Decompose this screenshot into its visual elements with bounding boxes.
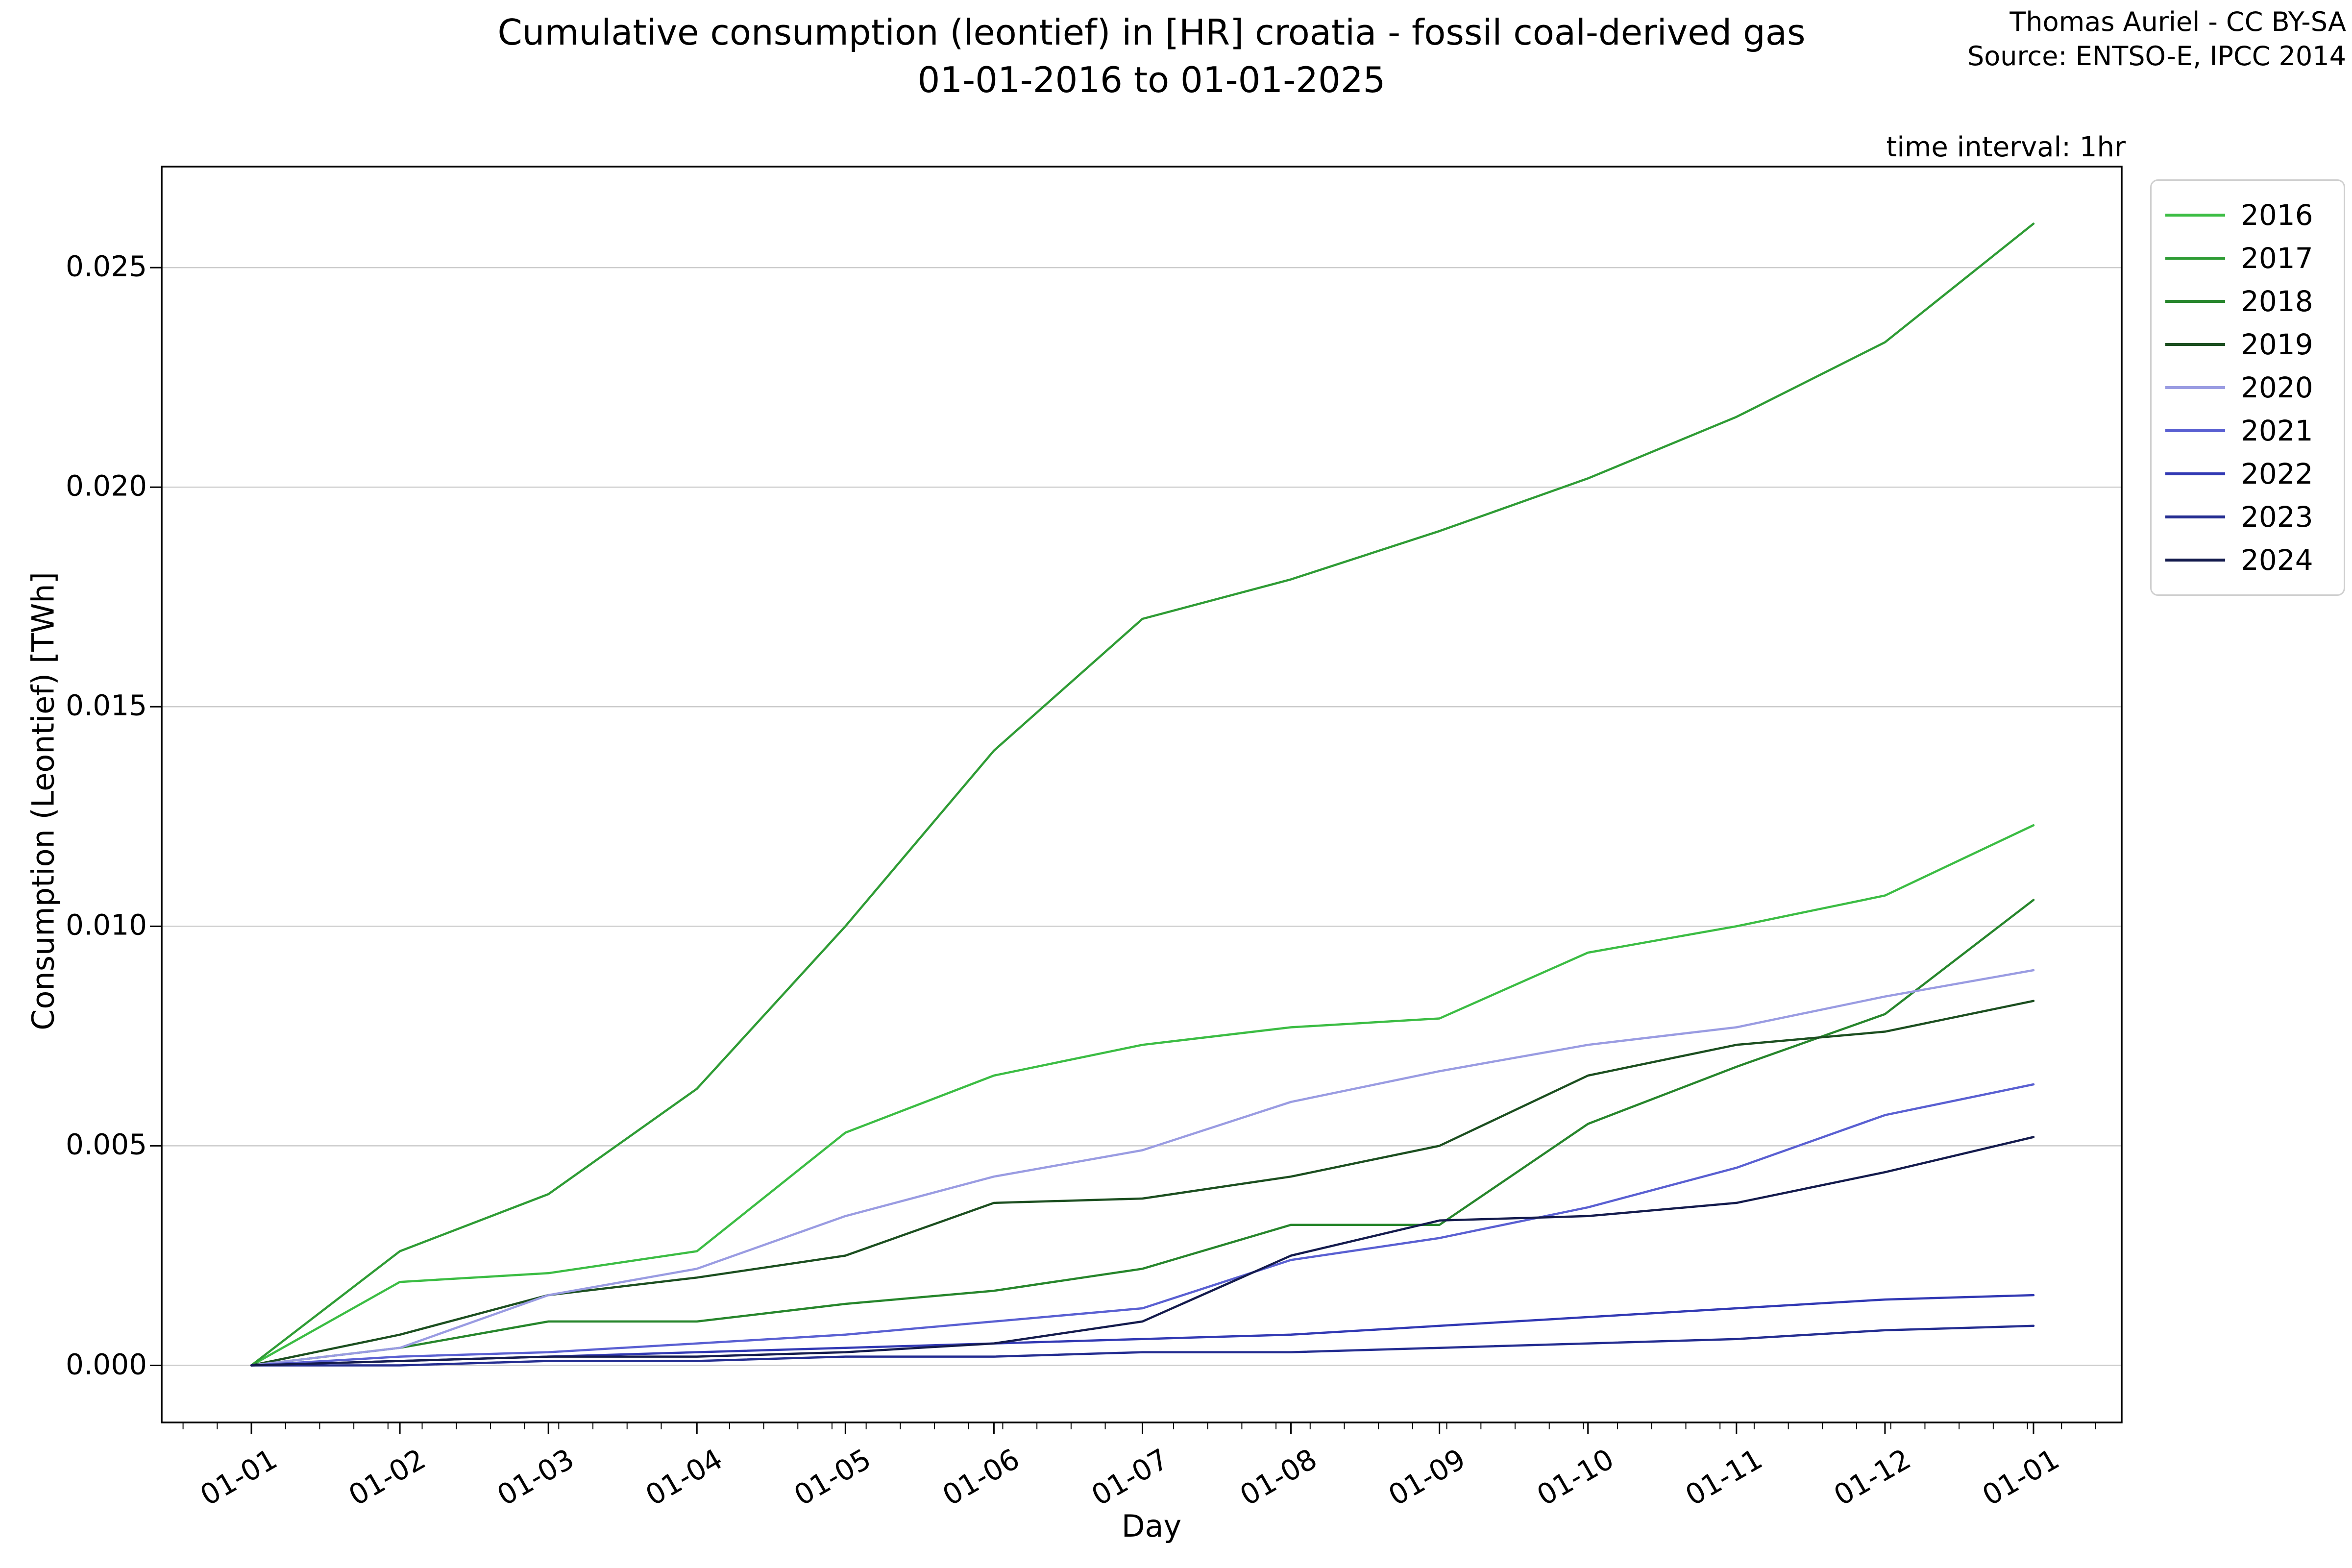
legend-item-2017: 2017 [2165,237,2330,280]
attribution-source: Source: ENTSO-E, IPCC 2014 [1967,41,2346,72]
y-tick-label: 0.020 [65,469,147,503]
series-line-2021 [250,1083,2035,1367]
legend-swatch [2165,257,2225,260]
legend-item-2018: 2018 [2165,280,2330,323]
legend-item-2022: 2022 [2165,452,2330,495]
axes-frame [161,166,2123,1423]
legend-item-2020: 2020 [2165,366,2330,409]
legend-swatch [2165,300,2225,303]
legend-swatch [2165,515,2225,518]
x-axis-label: Day [1121,1508,1182,1544]
legend-swatch [2165,214,2225,217]
series-line-2020 [250,969,2035,1367]
series-line-2023 [250,1324,2035,1367]
chart-title-line1: Cumulative consumption (leontief) in [HR… [497,12,1806,53]
y-tick-label: 0.005 [65,1127,147,1161]
legend-item-2024: 2024 [2165,539,2330,582]
legend-swatch [2165,429,2225,432]
y-tick-label: 0.000 [65,1347,147,1381]
legend-swatch [2165,472,2225,475]
y-tick-label: 0.015 [65,688,147,722]
y-tick-label: 0.010 [65,908,147,942]
y-axis-label: Consumption (Leontief) [TWh] [25,572,61,1030]
legend-item-2021: 2021 [2165,409,2330,452]
legend-swatch [2165,386,2225,389]
series-line-2024 [250,1136,2035,1367]
series-line-2018 [250,899,2035,1367]
legend-label: 2017 [2241,242,2313,275]
attribution-author: Thomas Auriel - CC BY-SA [2009,6,2346,37]
legend-item-2023: 2023 [2165,495,2330,539]
legend-item-2016: 2016 [2165,194,2330,237]
legend-label: 2020 [2241,371,2313,404]
legend-label: 2022 [2241,457,2313,490]
chart-title-line2: 01-01-2016 to 01-01-2025 [917,59,1386,101]
legend-label: 2019 [2241,328,2313,361]
chart-title: Cumulative consumption (leontief) in [HR… [172,9,2132,104]
y-tick-label: 0.025 [65,249,147,283]
legend-label: 2023 [2241,500,2313,534]
legend-swatch [2165,559,2225,562]
series-line-2017 [250,222,2035,1367]
legend-swatch [2165,343,2225,346]
legend-label: 2016 [2241,198,2313,232]
legend-label: 2018 [2241,285,2313,318]
legend: 2016 2017 2018 2019 2020 2021 2022 2023 2024 [2150,179,2345,596]
legend-item-2019: 2019 [2165,323,2330,366]
time-interval-annotation: time interval: 1hr [1886,131,2126,163]
series-line-2016 [250,824,2035,1367]
legend-label: 2024 [2241,543,2313,577]
legend-label: 2021 [2241,414,2313,447]
attribution: Thomas Auriel - CC BY-SA Source: ENTSO-E… [1967,5,2346,74]
